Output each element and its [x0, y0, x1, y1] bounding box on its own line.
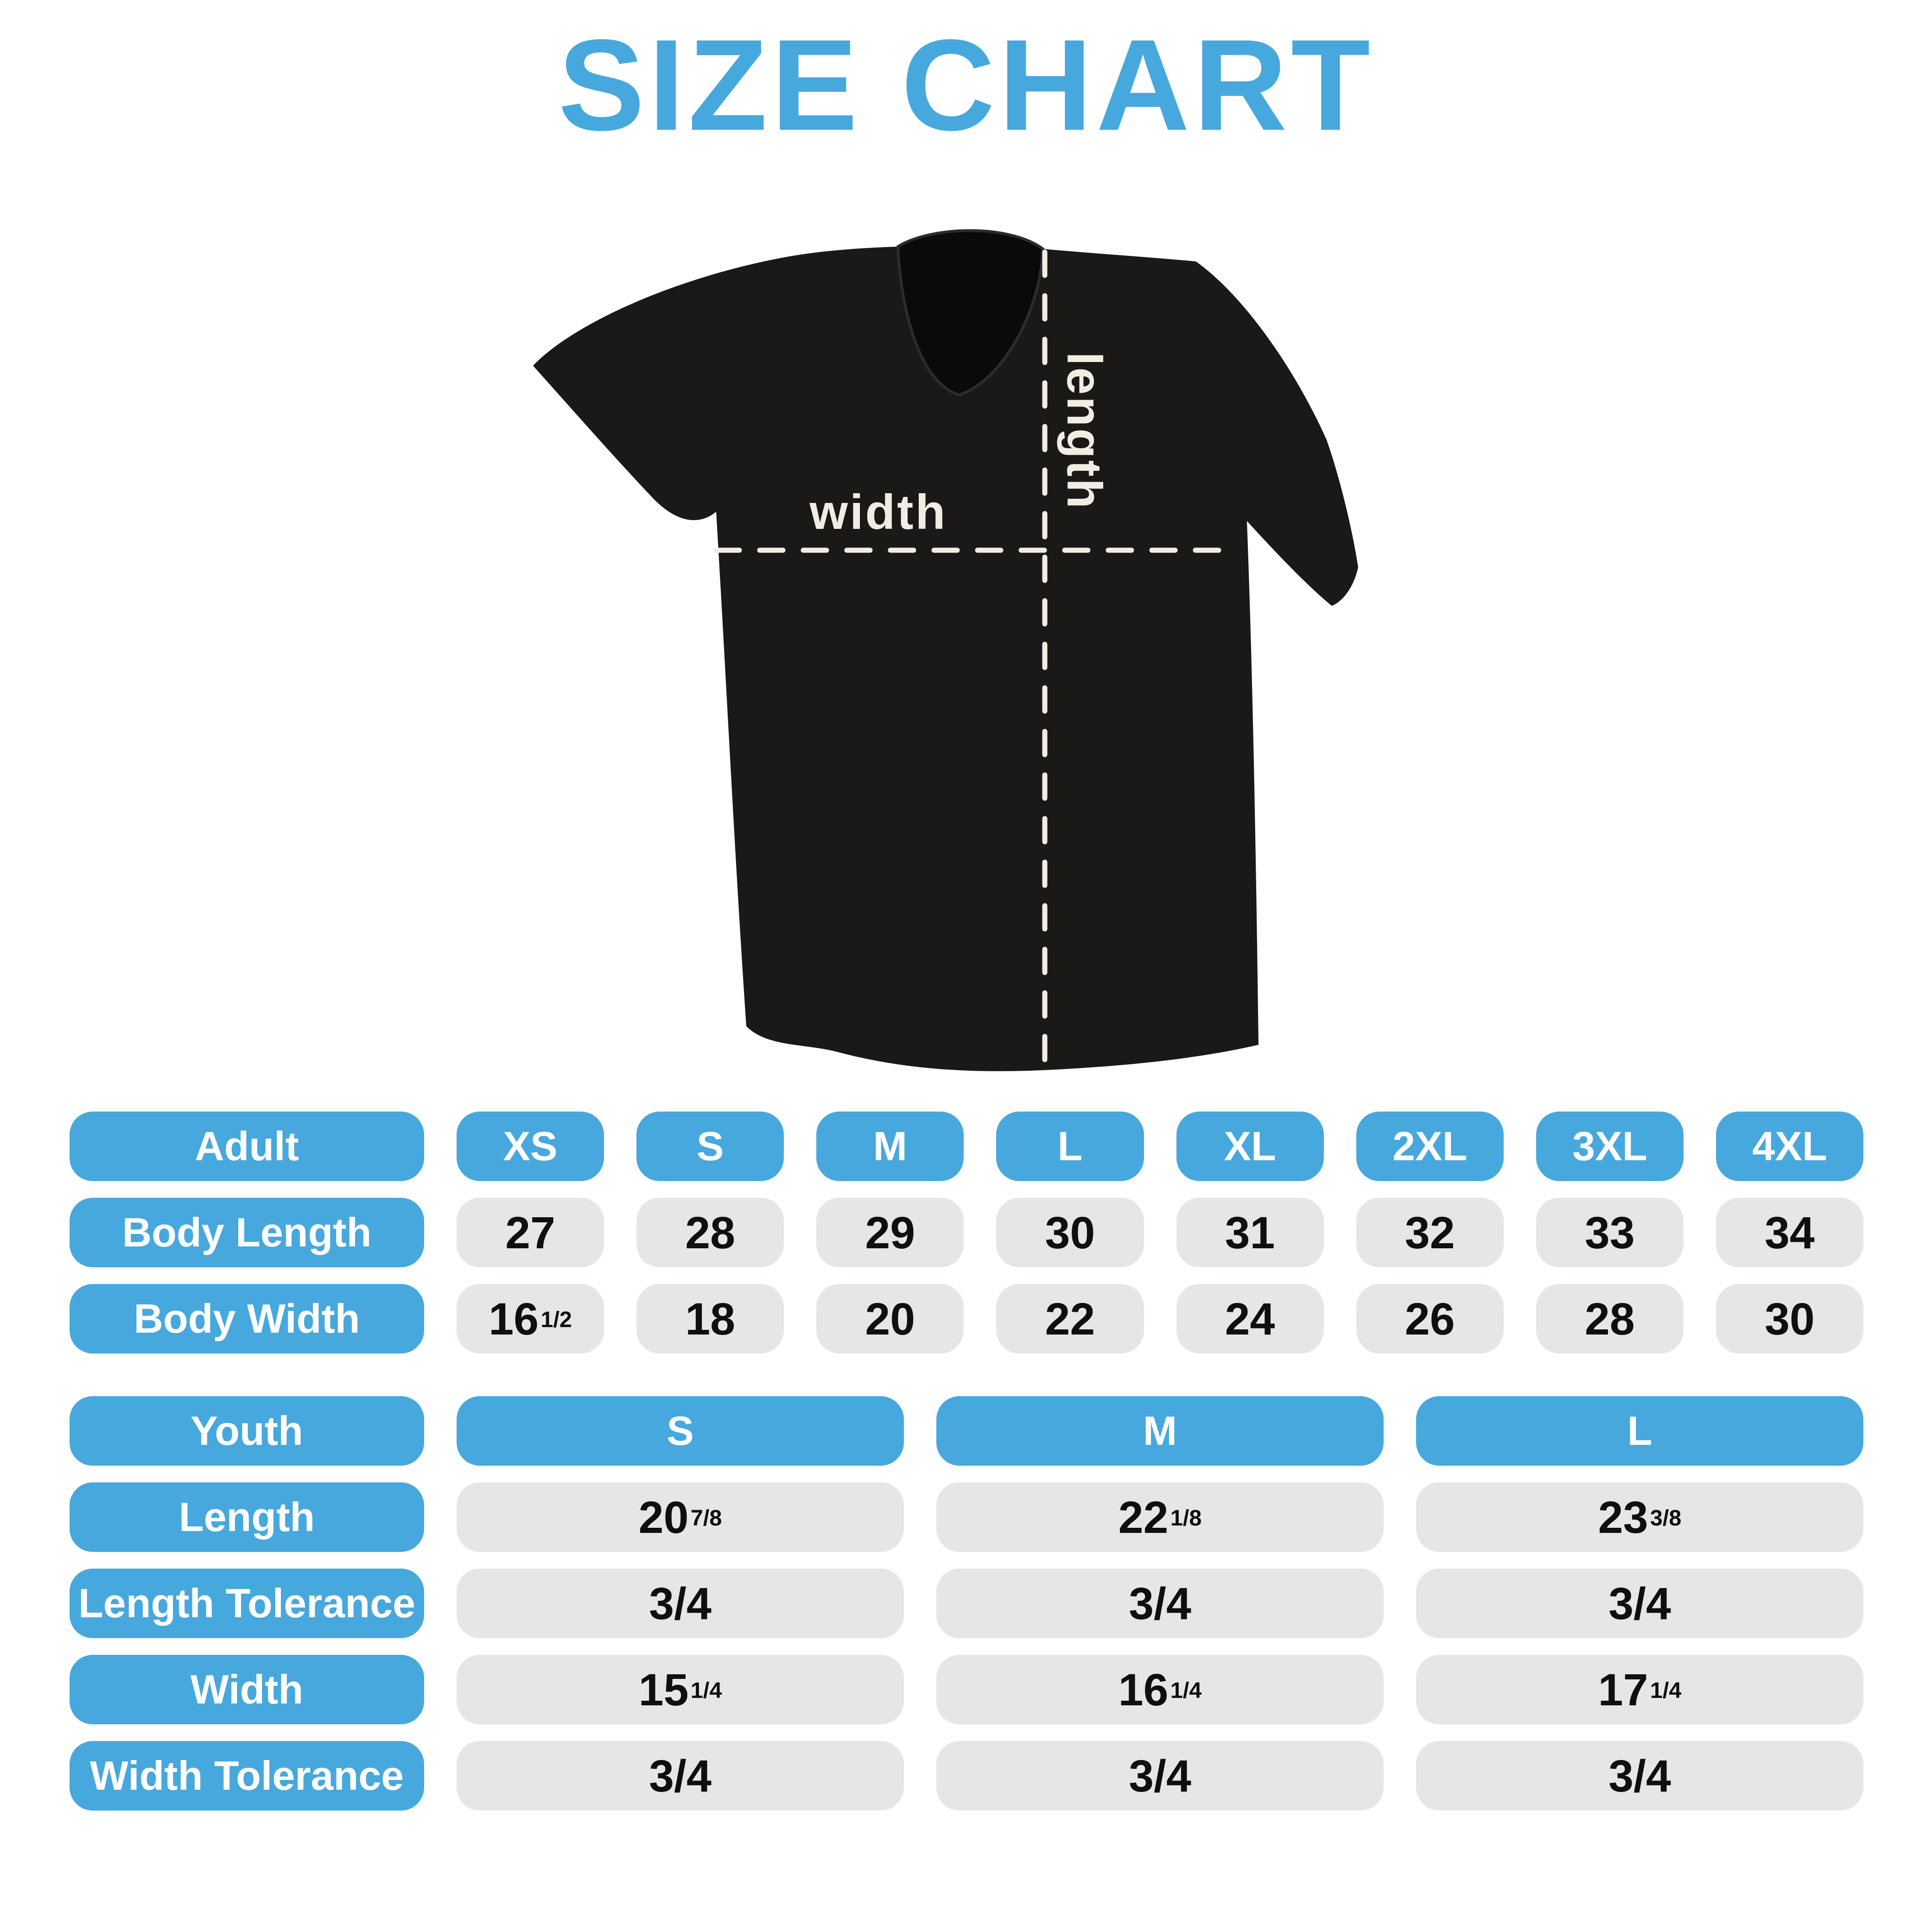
adult-size-4xl: 4XL — [1716, 1112, 1863, 1181]
value-cell: 30 — [996, 1198, 1144, 1267]
value-cell: 29 — [816, 1198, 964, 1267]
value-cell: 28 — [1536, 1284, 1684, 1354]
youth-size-table: Youth S M L Length 207/8 221/8 233/8 Len… — [70, 1396, 1863, 1811]
value-cell: 33 — [1536, 1198, 1684, 1267]
value-cell: 221/8 — [936, 1482, 1384, 1552]
value-cell: 27 — [457, 1198, 604, 1267]
youth-size-s: S — [457, 1396, 904, 1466]
length-label: length — [1057, 352, 1112, 510]
youth-row-label-width-tolerance: Width Tolerance — [70, 1741, 424, 1811]
adult-size-l: L — [996, 1112, 1144, 1181]
value-cell: 32 — [1356, 1198, 1504, 1267]
adult-size-2xl: 2XL — [1356, 1112, 1504, 1181]
adult-size-s: S — [636, 1112, 784, 1181]
value-cell: 171/4 — [1416, 1655, 1863, 1724]
value-cell: 3/4 — [1416, 1569, 1863, 1638]
value-cell: 31 — [1176, 1198, 1324, 1267]
width-label: width — [809, 485, 947, 540]
value-cell: 3/4 — [457, 1569, 904, 1638]
value-cell: 22 — [996, 1284, 1144, 1354]
adult-size-3xl: 3XL — [1536, 1112, 1684, 1181]
tshirt-collar — [896, 229, 1045, 397]
value-cell: 30 — [1716, 1284, 1863, 1354]
value-cell: 3/4 — [457, 1741, 904, 1811]
value-cell: 26 — [1356, 1284, 1504, 1354]
tshirt-graphic — [533, 230, 1358, 1071]
page-title: SIZE CHART — [558, 13, 1374, 158]
value-cell: 24 — [1176, 1284, 1324, 1354]
youth-size-m: M — [936, 1396, 1384, 1466]
value-cell: 161/2 — [457, 1284, 604, 1354]
value-cell: 3/4 — [1416, 1741, 1863, 1811]
value-cell: 3/4 — [936, 1741, 1384, 1811]
adult-size-xs: XS — [457, 1112, 604, 1181]
adult-header-label: Adult — [70, 1112, 424, 1181]
value-cell: 28 — [636, 1198, 784, 1267]
value-cell: 207/8 — [457, 1482, 904, 1552]
youth-header-label: Youth — [70, 1396, 424, 1466]
youth-row-label-length-tolerance: Length Tolerance — [70, 1569, 424, 1638]
youth-row-label-length: Length — [70, 1482, 424, 1552]
youth-size-l: L — [1416, 1396, 1863, 1466]
value-cell: 34 — [1716, 1198, 1863, 1267]
adult-row-label-body-width: Body Width — [70, 1284, 424, 1354]
value-cell: 20 — [816, 1284, 964, 1354]
value-cell: 18 — [636, 1284, 784, 1354]
adult-size-m: M — [816, 1112, 964, 1181]
value-cell: 233/8 — [1416, 1482, 1863, 1552]
value-cell: 161/4 — [936, 1655, 1384, 1724]
youth-row-label-width: Width — [70, 1655, 424, 1724]
adult-row-label-body-length: Body Length — [70, 1198, 424, 1267]
tshirt-measurement-diagram: width length — [512, 217, 1374, 1089]
adult-size-table: Adult XS S M L XL 2XL 3XL 4XL Body Lengt… — [70, 1112, 1863, 1354]
value-cell: 151/4 — [457, 1655, 904, 1724]
adult-size-xl: XL — [1176, 1112, 1324, 1181]
value-cell: 3/4 — [936, 1569, 1384, 1638]
